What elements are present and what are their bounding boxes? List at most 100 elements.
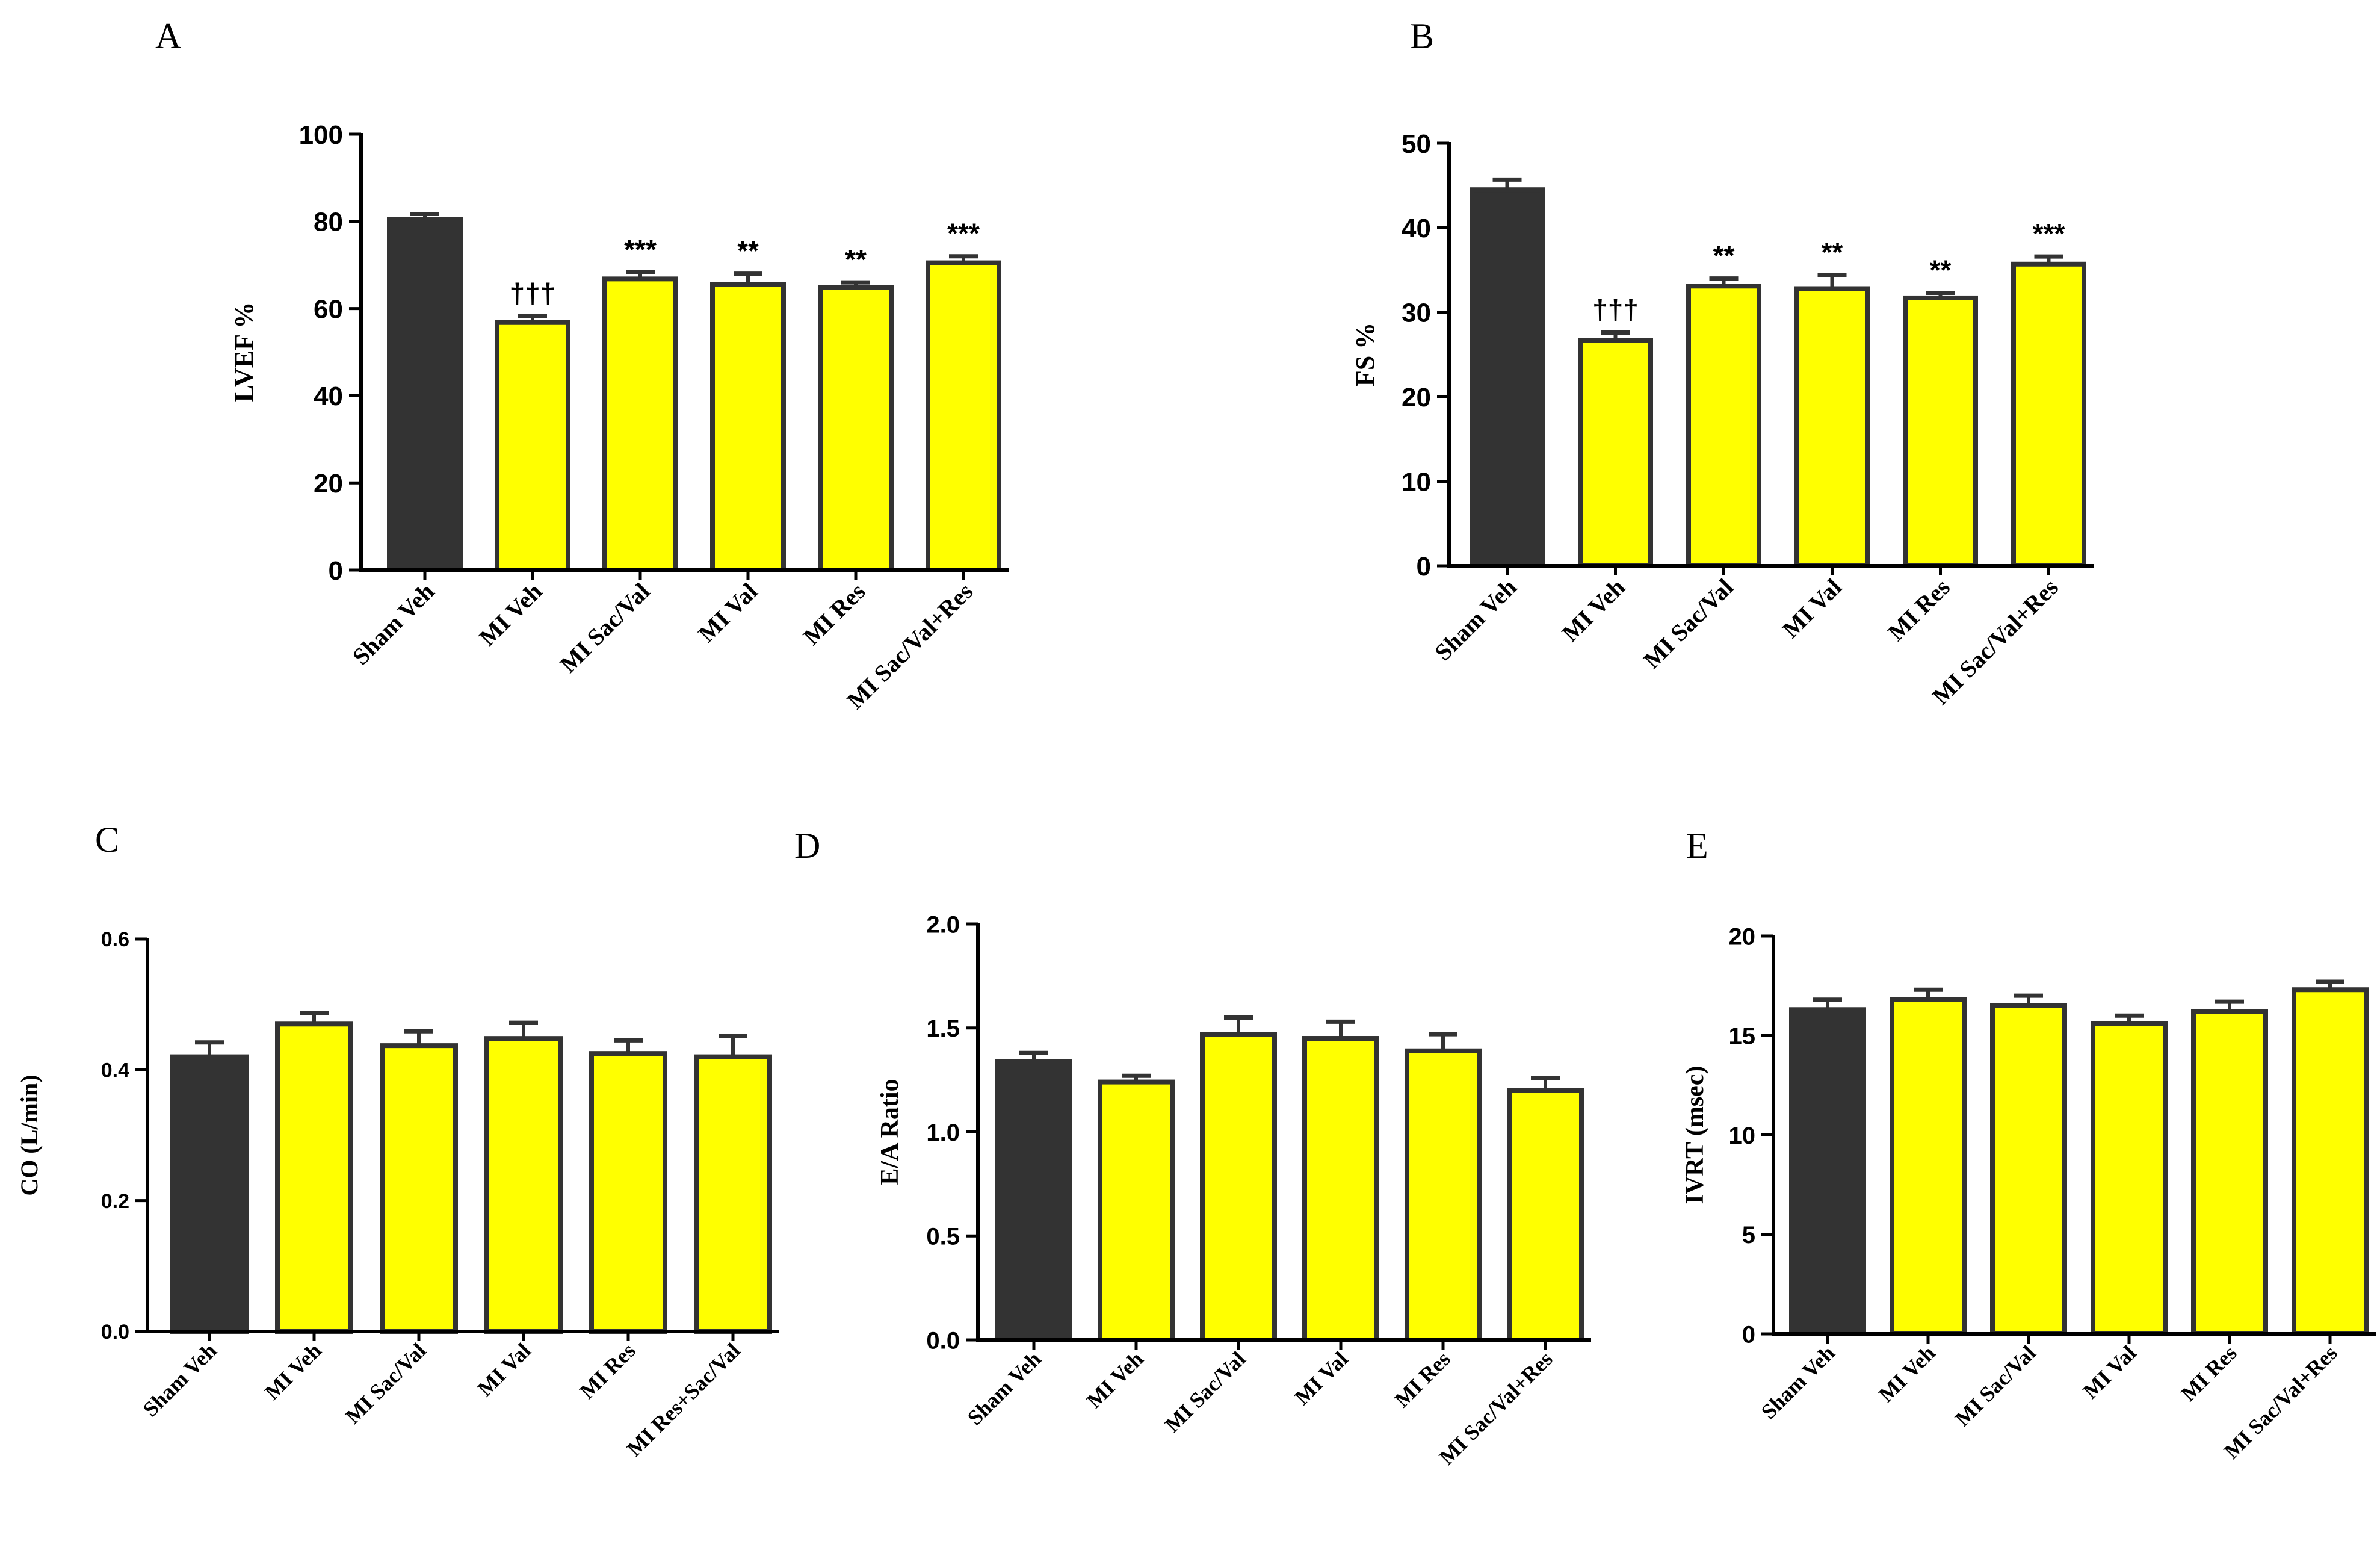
category-label: Sham Veh [347,578,440,671]
category-label: MI Veh [260,1338,326,1404]
bar [602,276,678,572]
y-axis-title: E/A Ratio [876,1079,904,1185]
bar [694,1054,772,1334]
y-tick-label: 20 [314,469,343,498]
bar [1890,997,1967,1336]
bar [1470,187,1545,569]
category-label: Sham Veh [1429,574,1522,666]
y-tick-label: 40 [1402,214,1431,243]
category-label: MI Sac/Val [1950,1341,2041,1431]
bar [380,1043,458,1335]
panel-letter: B [1410,16,1434,56]
y-tick-label: 20 [1729,923,1756,950]
bar [275,1021,353,1335]
category-label: MI Sac/Val [1638,574,1739,674]
bar [2191,1009,2268,1336]
y-tick-label: 1.0 [926,1120,960,1146]
bar [1200,1032,1277,1342]
bar [1405,1048,1482,1342]
bar [1903,295,1978,568]
y-tick-label: 0.0 [101,1321,129,1344]
bar [1789,1007,1866,1337]
significance-label: ** [1930,255,1952,286]
y-tick-label: 80 [314,208,343,237]
y-axis-title: CO (L/min) [16,1074,43,1195]
y-axis-title: LVEF % [229,302,259,403]
bar [710,282,786,572]
bar [1507,1088,1584,1343]
category-label: Sham Veh [138,1338,221,1421]
bar [1098,1079,1175,1342]
significance-label: ** [1822,237,1843,268]
bar [1686,284,1761,568]
category-label: Sham Veh [963,1347,1046,1430]
category-label: Sham Veh [1757,1341,1840,1424]
category-label: MI Sac/Val [341,1338,431,1428]
category-label: MI Res [2176,1341,2241,1406]
category-label: MI Val [1777,574,1847,643]
bar [926,260,1001,572]
category-label: MI Res [1882,574,1955,646]
bar [589,1051,667,1334]
category-label: MI Val [473,1338,536,1401]
panel-letter: A [155,16,181,56]
category-label: MI Veh [1874,1341,1940,1407]
y-tick-label: 0.0 [926,1327,960,1354]
y-tick-label: 0 [1417,552,1431,581]
significance-label: *** [624,234,657,265]
y-tick-label: 15 [1729,1023,1756,1050]
y-tick-label: 30 [1402,299,1431,328]
bar [995,1059,1072,1343]
y-tick-label: 10 [1402,467,1431,497]
category-label: MI Veh [474,578,547,651]
y-tick-label: 0.6 [101,928,129,951]
y-tick-label: 5 [1742,1222,1755,1248]
panel-b: B Sham Veh ††† MI Veh ** MI Sac/Val ** MI Val **… [1350,16,2094,710]
panel-a: A Sham Veh ††† MI Veh *** MI Sac/Val ** MI Val *… [155,16,1009,714]
bar [495,320,570,572]
panel-letter: E [1686,826,1708,866]
significance-label: *** [947,218,980,249]
bar [484,1036,563,1334]
bar [1990,1003,2067,1337]
panel-letter: C [95,820,119,860]
category-label: MI Veh [1557,574,1630,647]
significance-label: ** [1713,240,1735,271]
y-axis-title: FS % [1350,323,1380,386]
category-label: MI Sac/Val [1160,1347,1250,1437]
significance-label: *** [2033,218,2065,249]
significance-label: ††† [1592,294,1639,325]
bar [818,285,894,572]
y-tick-label: 10 [1729,1123,1756,1149]
significance-label: ** [845,244,867,275]
category-label: MI Val [693,578,762,648]
y-tick-label: 20 [1402,383,1431,412]
y-tick-label: 1.5 [926,1015,960,1042]
bar [1794,286,1870,568]
category-label: MI Sac/Val [555,578,655,678]
y-tick-label: 0.5 [926,1224,960,1250]
bar [2011,261,2086,568]
y-tick-label: 2.0 [926,911,960,938]
y-tick-label: 50 [1402,129,1431,159]
category-label: MI Res [1389,1347,1454,1412]
bar [1578,338,1653,569]
y-tick-label: 0.2 [101,1190,129,1213]
y-axis-title: IVRT (msec) [1681,1066,1709,1204]
category-label: MI Res [798,578,871,651]
y-tick-label: 0.4 [101,1059,129,1082]
bar [2091,1021,2168,1337]
bar [2292,987,2369,1336]
category-label: MI Res+Sac/Val [622,1338,745,1461]
category-label: MI Res [575,1338,640,1403]
panel-c: C Sham Veh MI Veh MI Sac/Val MI Val MI ResMI … [16,820,779,1461]
significance-label: ††† [510,277,556,309]
y-tick-label: 100 [299,120,343,150]
y-tick-label: 0 [329,556,343,586]
bar [170,1054,249,1334]
significance-label: ** [737,235,759,267]
category-label: MI Val [1290,1347,1353,1409]
